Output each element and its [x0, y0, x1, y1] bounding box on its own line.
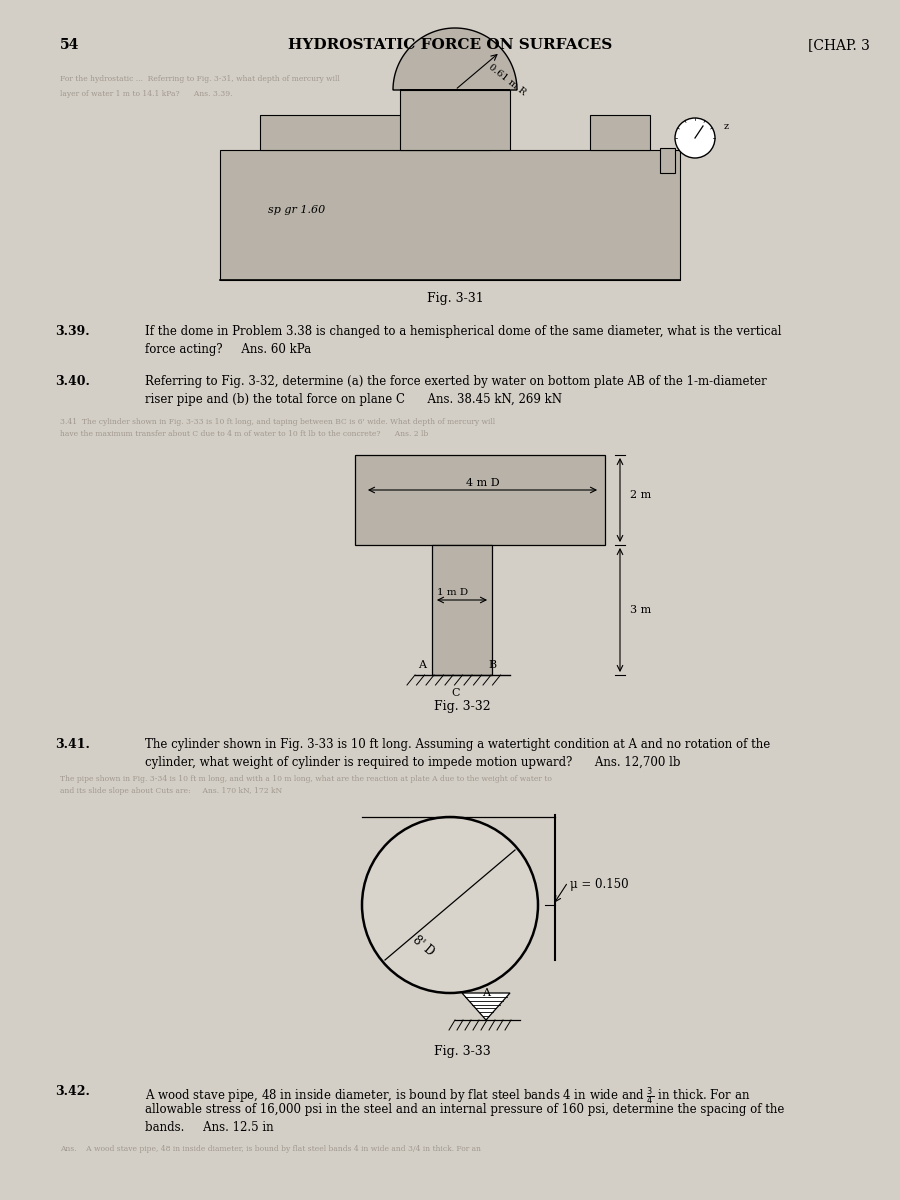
Text: μ = 0.150: μ = 0.150: [570, 878, 628, 890]
Text: and its slide slope about Cuts are:     Ans. 170 kN, 172 kN: and its slide slope about Cuts are: Ans.…: [60, 787, 283, 794]
Text: cylinder, what weight of cylinder is required to impede motion upward?      Ans.: cylinder, what weight of cylinder is req…: [145, 756, 680, 769]
Text: 3 m: 3 m: [630, 605, 652, 614]
Text: Fig. 3-32: Fig. 3-32: [434, 700, 491, 713]
Bar: [660, 148, 675, 173]
Text: Referring to Fig. 3-32, determine (a) the force exerted by water on bottom plate: Referring to Fig. 3-32, determine (a) th…: [145, 374, 767, 388]
Text: If the dome in Problem 3.38 is changed to a hemispherical dome of the same diame: If the dome in Problem 3.38 is changed t…: [145, 325, 781, 338]
Text: Fig. 3-33: Fig. 3-33: [434, 1045, 491, 1058]
Text: sp gr 1.60: sp gr 1.60: [268, 205, 325, 215]
Text: have the maximum transfer about C due to 4 m of water to 10 ft lb to the concret: have the maximum transfer about C due to…: [60, 430, 428, 438]
Text: 3.39.: 3.39.: [55, 325, 90, 338]
Text: 3.41.: 3.41.: [55, 738, 90, 751]
Text: bands.     Ans. 12.5 in: bands. Ans. 12.5 in: [145, 1121, 274, 1134]
Text: 3.40.: 3.40.: [55, 374, 90, 388]
Text: HYDROSTATIC FORCE ON SURFACES: HYDROSTATIC FORCE ON SURFACES: [288, 38, 612, 52]
Text: A wood stave pipe, 48 in inside diameter, is bound by flat steel bands 4 in wide: A wood stave pipe, 48 in inside diameter…: [145, 1085, 751, 1106]
Bar: [260, 115, 490, 150]
Text: riser pipe and (b) the total force on plane C      Ans. 38.45 kN, 269 kN: riser pipe and (b) the total force on pl…: [145, 392, 562, 406]
Text: The cylinder shown in Fig. 3-33 is 10 ft long. Assuming a watertight condition a: The cylinder shown in Fig. 3-33 is 10 ft…: [145, 738, 770, 751]
Bar: [590, 115, 650, 150]
Bar: [432, 545, 492, 674]
Text: A: A: [418, 660, 426, 670]
Text: Ans.    A wood stave pipe, 48 in inside diameter, is bound by flat steel bands 4: Ans. A wood stave pipe, 48 in inside dia…: [60, 1145, 481, 1153]
Polygon shape: [462, 994, 510, 1020]
Text: [CHAP. 3: [CHAP. 3: [808, 38, 870, 52]
Text: 1 m D: 1 m D: [437, 588, 468, 596]
Text: 0.61 m R: 0.61 m R: [487, 62, 527, 96]
Text: force acting?     Ans. 60 kPa: force acting? Ans. 60 kPa: [145, 343, 311, 356]
Text: allowable stress of 16,000 psi in the steel and an internal pressure of 160 psi,: allowable stress of 16,000 psi in the st…: [145, 1103, 785, 1116]
Bar: [355, 455, 605, 545]
Text: 8' D: 8' D: [410, 934, 436, 958]
Bar: [400, 90, 510, 150]
Circle shape: [675, 118, 715, 158]
Text: Fig. 3-31: Fig. 3-31: [427, 292, 483, 305]
Text: B: B: [488, 660, 496, 670]
Text: 4 m D: 4 m D: [466, 478, 500, 488]
Text: For the hydrostatic ...  Referring to Fig. 3-31, what depth of mercury will: For the hydrostatic ... Referring to Fig…: [60, 74, 340, 83]
Bar: [220, 150, 680, 280]
Text: A: A: [482, 988, 490, 998]
Circle shape: [362, 817, 538, 994]
Text: 2 m: 2 m: [630, 490, 652, 500]
Text: C: C: [452, 688, 460, 698]
Polygon shape: [393, 28, 517, 90]
Text: z: z: [724, 122, 729, 131]
Text: 3.42.: 3.42.: [55, 1085, 90, 1098]
Text: 54: 54: [60, 38, 79, 52]
Text: layer of water 1 m to 14.1 kPa?      Ans. 3.39.: layer of water 1 m to 14.1 kPa? Ans. 3.3…: [60, 90, 232, 98]
Text: 3.41  The cylinder shown in Fig. 3-33 is 10 ft long, and taping between BC is 6': 3.41 The cylinder shown in Fig. 3-33 is …: [60, 418, 495, 426]
Text: The pipe shown in Fig. 3-34 is 10 ft m long, and with a 10 m long, what are the : The pipe shown in Fig. 3-34 is 10 ft m l…: [60, 775, 552, 782]
